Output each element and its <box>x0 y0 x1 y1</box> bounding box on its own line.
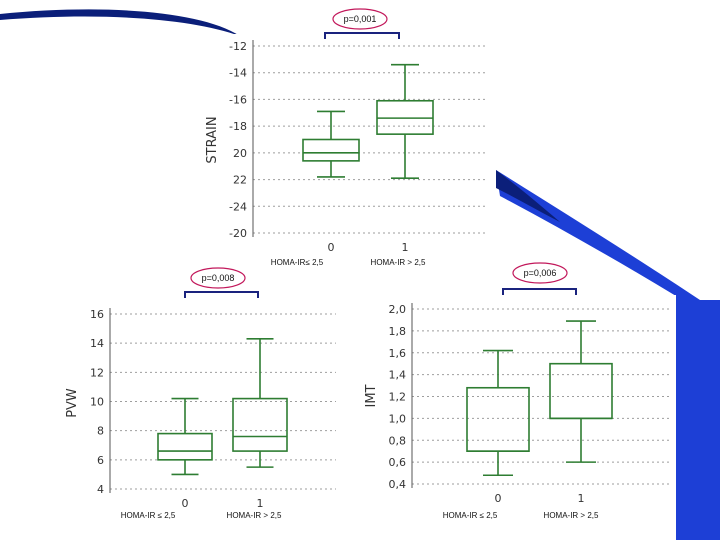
y-tick-label: 6 <box>97 454 104 467</box>
swoosh-right-icon <box>496 170 720 540</box>
y-tick-label: 1,2 <box>389 391 407 404</box>
x-tick-label: 0 <box>182 497 189 510</box>
significance-bracket <box>502 288 577 295</box>
y-tick-label: 4 <box>97 483 104 496</box>
group-label: HOMA-IR > 2,5 <box>544 511 599 520</box>
y-tick-label: 14 <box>90 337 104 350</box>
group-label: HOMA-IR≤ 2,5 <box>271 258 324 267</box>
y-tick-label: -18 <box>229 120 247 133</box>
chart-panel-pvw <box>75 300 343 500</box>
x-tick-label: 0 <box>495 492 502 505</box>
y-tick-label: 22 <box>233 174 247 187</box>
y-tick-label: 1,6 <box>389 347 407 360</box>
x-tick-label: 1 <box>257 497 264 510</box>
imt-box-chart: 0,4 0,6 0,8 1,0 1,2 1,4 1,6 1,8 2,0 0 1 IMT HOMA-IR … <box>364 262 670 520</box>
y-tick-label: 0,6 <box>389 456 407 469</box>
pvw-box-chart: 4 6 8 10 12 14 16 0 1 PVW HOMA-IR ≤ 2,5 HOMA-IR > 2… <box>65 267 336 520</box>
y-tick-label: 10 <box>90 396 104 409</box>
x-tick-label: 0 <box>328 241 335 254</box>
p-value-ellipse <box>332 8 388 30</box>
group-label: HOMA-IR > 2,5 <box>371 258 426 267</box>
y-tick-label: 12 <box>90 366 104 379</box>
p-value-ellipse <box>190 267 246 289</box>
p-value-label: p=0,001 <box>344 14 377 24</box>
swoosh-right-edge-icon <box>496 170 560 222</box>
y-tick-label: -20 <box>229 227 247 240</box>
significance-bracket <box>324 32 400 39</box>
chart-panel-imt <box>364 295 676 495</box>
x-tick-label: 1 <box>578 492 585 505</box>
box-iqr <box>302 138 360 162</box>
chart-panel-strain <box>222 34 490 242</box>
box-iqr <box>157 432 213 461</box>
y-tick-label: -14 <box>229 67 247 80</box>
p-value-ellipse <box>512 262 568 284</box>
y-tick-label: 1,4 <box>389 369 407 382</box>
y-axis-label: IMT <box>364 384 379 407</box>
group-label: HOMA-IR ≤ 2,5 <box>121 511 176 520</box>
y-tick-label: -24 <box>229 200 247 213</box>
group-label: HOMA-IR ≤ 2,5 <box>443 511 498 520</box>
y-tick-label: 1,0 <box>389 412 407 425</box>
group-label: HOMA-IR > 2,5 <box>227 511 282 520</box>
y-axis-label: PVW <box>65 388 80 418</box>
y-tick-label: 8 <box>97 425 104 438</box>
y-axis-label: STRAIN <box>205 116 220 163</box>
y-tick-label: -16 <box>229 93 247 106</box>
p-value-label: p=0,008 <box>202 273 235 283</box>
y-tick-label: 0,8 <box>389 434 407 447</box>
strain-box-chart: -12 -14 -16 -18 20 22 -24 -20 0 1 STRAIN HOMA-IR≤ 2… <box>205 8 485 267</box>
y-tick-label: 0,4 <box>389 478 407 491</box>
swoosh-top-icon <box>0 9 240 36</box>
y-tick-label: 1,8 <box>389 325 407 338</box>
y-tick-label: 20 <box>233 147 247 160</box>
p-value-label: p=0,006 <box>524 268 557 278</box>
significance-bracket <box>184 291 259 298</box>
box-iqr <box>232 397 288 452</box>
y-tick-label: 2,0 <box>389 303 407 316</box>
x-tick-label: 1 <box>402 241 409 254</box>
y-tick-label: 16 <box>90 308 104 321</box>
y-tick-label: -12 <box>229 40 247 53</box>
